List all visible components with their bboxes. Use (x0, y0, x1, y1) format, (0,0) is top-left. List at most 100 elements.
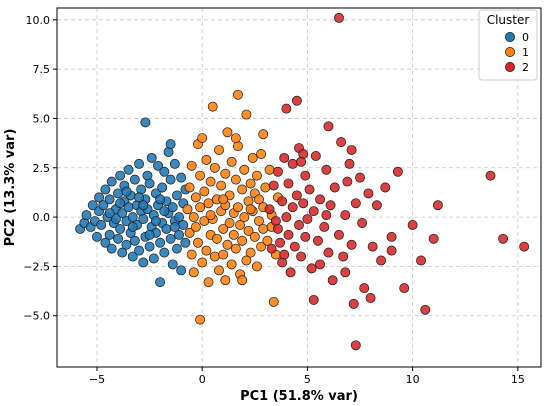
data-point-cluster-0 (117, 247, 128, 258)
data-point-cluster-2 (287, 158, 298, 169)
data-point-cluster-0 (159, 166, 170, 177)
data-point-cluster-1 (201, 154, 212, 165)
data-point-cluster-1 (233, 202, 243, 213)
x-tick-label: 15 (511, 373, 525, 386)
data-point-cluster-1 (190, 222, 201, 232)
data-point-cluster-2 (428, 233, 439, 244)
data-point-cluster-2 (319, 222, 330, 232)
data-point-cluster-1 (260, 182, 271, 193)
data-point-cluster-2 (340, 210, 351, 221)
data-point-cluster-1 (197, 133, 208, 144)
data-point-cluster-2 (321, 210, 332, 221)
data-point-cluster-1 (245, 247, 256, 258)
data-point-cluster-1 (205, 210, 216, 221)
y-tick-label: −5.0 (23, 310, 50, 323)
data-point-cluster-1 (218, 194, 229, 205)
data-point-cluster-0 (134, 192, 145, 203)
data-point-cluster-2 (266, 243, 277, 254)
data-point-cluster-1 (203, 198, 214, 209)
data-point-cluster-2 (386, 231, 397, 242)
data-point-cluster-0 (180, 237, 191, 248)
data-point-cluster-2 (346, 145, 357, 155)
data-point-cluster-1 (245, 178, 256, 189)
data-point-cluster-0 (115, 170, 126, 181)
data-point-cluster-2 (285, 267, 296, 278)
data-point-cluster-2 (296, 251, 307, 262)
data-point-cluster-1 (209, 162, 220, 173)
data-point-cluster-0 (129, 235, 140, 246)
data-point-cluster-2 (281, 212, 292, 223)
data-point-cluster-1 (199, 186, 210, 197)
data-point-cluster-1 (249, 231, 260, 242)
legend: Cluster 0 1 2 (478, 9, 538, 81)
data-point-cluster-0 (121, 239, 132, 250)
data-point-cluster-2 (359, 283, 370, 294)
data-point-cluster-1 (201, 245, 212, 256)
data-point-cluster-2 (346, 239, 357, 250)
data-point-cluster-2 (323, 121, 334, 132)
data-points (75, 12, 530, 351)
data-point-cluster-0 (129, 174, 140, 185)
legend-items: 0 1 2 (505, 31, 529, 74)
data-point-cluster-2 (399, 283, 410, 294)
x-tick-label: −5 (89, 373, 105, 386)
data-point-cluster-0 (167, 202, 178, 213)
data-point-cluster-2 (287, 202, 298, 213)
data-point-cluster-1 (241, 255, 252, 266)
data-point-cluster-0 (127, 251, 138, 262)
data-point-cluster-0 (117, 208, 128, 219)
legend-title: Cluster (487, 13, 530, 27)
data-point-cluster-2 (264, 204, 275, 215)
y-tick-label: 10.0 (26, 14, 51, 27)
data-point-cluster-1 (195, 170, 206, 181)
data-point-cluster-1 (218, 223, 229, 234)
data-point-cluster-0 (174, 212, 185, 223)
data-point-cluster-0 (150, 216, 161, 226)
data-point-cluster-2 (296, 156, 307, 167)
data-point-cluster-1 (195, 314, 206, 325)
data-point-cluster-1 (237, 275, 248, 286)
data-point-cluster-1 (214, 265, 224, 276)
data-point-cluster-2 (325, 200, 336, 211)
data-point-cluster-0 (167, 259, 178, 270)
data-point-cluster-2 (392, 166, 403, 177)
data-point-cluster-2 (321, 164, 332, 175)
data-point-cluster-2 (327, 275, 338, 286)
data-point-cluster-2 (304, 184, 315, 195)
data-point-cluster-1 (262, 235, 273, 246)
x-tick-label: 10 (406, 373, 420, 386)
data-point-cluster-0 (98, 200, 109, 211)
data-point-cluster-2 (300, 231, 311, 242)
data-point-cluster-1 (195, 202, 206, 213)
grid (57, 8, 541, 367)
data-point-cluster-1 (226, 259, 237, 270)
data-point-cluster-0 (113, 188, 123, 199)
data-point-cluster-1 (222, 239, 233, 250)
data-point-cluster-0 (176, 265, 187, 276)
data-point-cluster-0 (155, 194, 166, 205)
data-point-cluster-2 (350, 340, 361, 351)
data-point-cluster-0 (165, 139, 176, 150)
data-point-cluster-1 (182, 204, 193, 215)
data-point-cluster-1 (203, 277, 214, 288)
data-point-cluster-0 (92, 231, 102, 242)
data-point-cluster-0 (110, 214, 121, 225)
data-point-cluster-0 (153, 160, 163, 171)
data-point-cluster-0 (104, 194, 115, 205)
data-point-cluster-2 (283, 178, 294, 189)
data-point-cluster-2 (281, 103, 292, 114)
data-point-cluster-2 (279, 249, 290, 260)
data-point-cluster-0 (174, 229, 185, 240)
data-point-cluster-0 (165, 233, 176, 244)
data-point-cluster-1 (235, 220, 246, 230)
legend-marker-0 (505, 32, 515, 42)
plot-frame (56, 7, 542, 368)
data-point-cluster-1 (224, 218, 235, 228)
data-point-cluster-0 (138, 257, 149, 268)
data-point-cluster-1 (230, 243, 241, 254)
legend-label-1: 1 (522, 46, 529, 59)
legend-marker-2 (505, 62, 515, 72)
data-point-cluster-0 (165, 174, 176, 185)
data-point-cluster-2 (376, 255, 387, 266)
